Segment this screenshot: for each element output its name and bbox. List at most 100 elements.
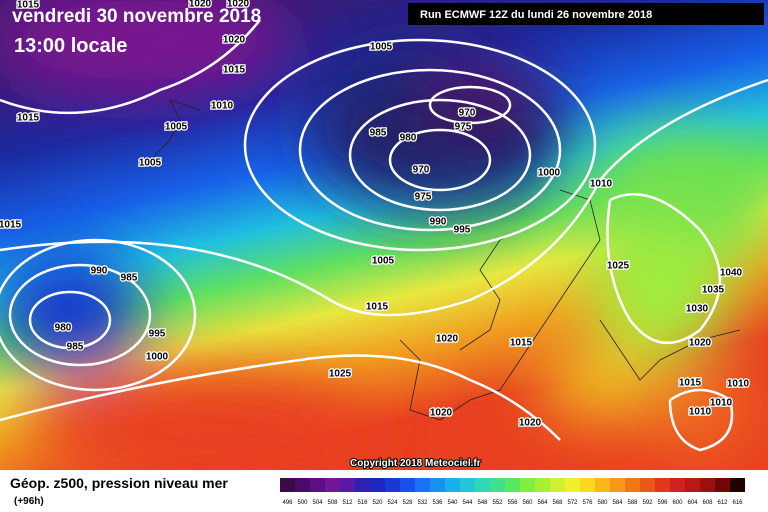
isobar-label: 1015 <box>17 113 40 124</box>
colorbar-label: 568 <box>552 500 563 506</box>
isobar-label: 1005 <box>372 256 395 267</box>
isobar-label: 975 <box>455 122 472 133</box>
colorbar-label: 512 <box>342 500 353 506</box>
isobar-label: 980 <box>400 133 417 144</box>
colorbar-label: 532 <box>417 500 428 506</box>
colorbar-label: 580 <box>597 500 608 506</box>
copyright: Copyright 2018 Meteociel.fr <box>350 458 481 469</box>
colorbar-label: 576 <box>582 500 593 506</box>
colorbar-swatch <box>565 478 580 492</box>
colorbar-swatch <box>610 478 625 492</box>
colorbar-swatch <box>700 478 715 492</box>
colorbar-swatch <box>595 478 610 492</box>
isobar-label: 1000 <box>538 168 561 179</box>
colorbar-label: 572 <box>567 500 578 506</box>
time-title: 13:00 locale <box>14 35 127 57</box>
colorbar-label: 552 <box>492 500 503 506</box>
colorbar-swatch <box>640 478 655 492</box>
colorbar-label: 540 <box>447 500 458 506</box>
colorbar-swatch <box>385 478 400 492</box>
colorbar-swatch <box>490 478 505 492</box>
colorbar-swatch <box>430 478 445 492</box>
isobar-label: 1020 <box>223 35 246 46</box>
colorbar-label: 548 <box>477 500 488 506</box>
colorbar-swatch <box>730 478 745 492</box>
colorbar: 496 500 504 508 512 516 520 524 528 532 536 540 544 5… <box>280 478 745 506</box>
colorbar-label: 528 <box>402 500 413 506</box>
colorbar-swatch <box>520 478 535 492</box>
isobar-label: 970 <box>413 165 430 176</box>
colorbar-label: 520 <box>372 500 383 506</box>
isobar-label: 1020 <box>689 338 712 349</box>
colorbar-label: 604 <box>687 500 698 506</box>
isobar-label: 1040 <box>720 268 743 279</box>
isobar-label: 1005 <box>139 158 162 169</box>
colorbar-label: 616 <box>732 500 743 506</box>
colorbar-swatch <box>415 478 430 492</box>
isobar-label: 985 <box>67 342 84 353</box>
isobar-label: 1020 <box>436 334 459 345</box>
isobar-label: 1010 <box>211 101 234 112</box>
colorbar-swatch <box>355 478 370 492</box>
isobar-label: 1015 <box>366 302 389 313</box>
colorbar-label: 592 <box>642 500 653 506</box>
colorbar-swatch <box>625 478 640 492</box>
isobar-label: 995 <box>149 329 166 340</box>
run-box <box>408 3 764 25</box>
isobar-label: 985 <box>121 273 138 284</box>
isobar-label: 1010 <box>689 407 712 418</box>
colorbar-label: 496 <box>282 500 293 506</box>
colorbar-swatch <box>535 478 550 492</box>
colorbar-label: 544 <box>462 500 473 506</box>
isobar-label: 1000 <box>146 352 169 363</box>
colorbar-label: 596 <box>657 500 668 506</box>
isobar-label: 1025 <box>607 261 630 272</box>
colorbar-label: 612 <box>717 500 728 506</box>
colorbar-label: 608 <box>702 500 713 506</box>
isobar-label: 1020 <box>430 408 453 419</box>
isobar-labels: 1015 1020 1020 1015 1020 1015 1010 1005 1005 1005… <box>0 0 751 430</box>
isobar-label: 1020 <box>227 0 250 10</box>
colorbar-swatch <box>445 478 460 492</box>
isobar-label: 1030 <box>686 304 709 315</box>
isobar-label: 1010 <box>710 398 733 409</box>
isobar-label: 1015 <box>223 65 246 76</box>
colorbar-label: 508 <box>327 500 338 506</box>
isobar-label: 990 <box>430 217 447 228</box>
colorbar-swatch <box>670 478 685 492</box>
isobar-label: 1020 <box>519 418 542 429</box>
colorbar-swatch <box>655 478 670 492</box>
colorbar-label: 588 <box>627 500 638 506</box>
date-title: vendredi 30 novembre 2018 <box>12 6 261 27</box>
isobar-label: 1015 <box>0 220 22 231</box>
colorbar-swatch <box>550 478 565 492</box>
colorbar-label: 516 <box>357 500 368 506</box>
colorbar-swatch <box>580 478 595 492</box>
isobar-label: 1005 <box>370 42 393 53</box>
colorbar-swatch <box>715 478 730 492</box>
colorbar-swatch <box>505 478 520 492</box>
isobar-label: 1010 <box>727 379 750 390</box>
isobar-label: 975 <box>415 192 432 203</box>
isobar-label: 990 <box>91 266 108 277</box>
isobar-label: 1010 <box>590 179 613 190</box>
colorbar-label: 500 <box>297 500 308 506</box>
colorbar-label: 556 <box>507 500 518 506</box>
isobar-label: 970 <box>459 108 476 119</box>
colorbar-label: 560 <box>522 500 533 506</box>
isobar-label: 985 <box>370 128 387 139</box>
colorbar-swatch <box>340 478 355 492</box>
colorbar-label: 564 <box>537 500 548 506</box>
colorbar-swatch <box>370 478 385 492</box>
colorbar-swatch <box>685 478 700 492</box>
colorbar-label: 504 <box>312 500 323 506</box>
isobar-label: 995 <box>454 225 471 236</box>
colorbar-swatch <box>310 478 325 492</box>
colorbar-swatch <box>460 478 475 492</box>
colorbar-label: 536 <box>432 500 443 506</box>
colorbar-swatch <box>325 478 340 492</box>
isobar-label: 980 <box>55 323 72 334</box>
isobar-label: 1015 <box>679 378 702 389</box>
isobar-label: 1020 <box>189 0 212 10</box>
isobar-label: 1015 <box>17 0 40 11</box>
